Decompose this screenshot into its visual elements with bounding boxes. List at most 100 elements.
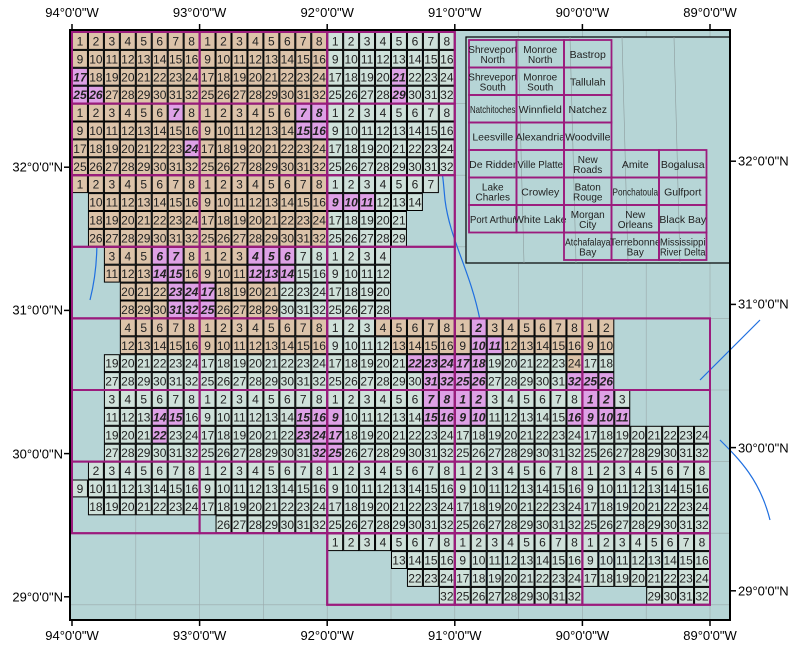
map-cell: 14 [279, 264, 296, 283]
map-cell: 17 [327, 497, 344, 516]
map-cell: 21 [135, 139, 152, 158]
map-cell-number: 6 [156, 249, 163, 263]
map-cell: 12 [247, 193, 264, 212]
map-cell-number: 3 [236, 106, 243, 120]
map-cell: 12 [630, 551, 647, 569]
map-cell: 1 [199, 318, 216, 337]
map-cell-box [279, 67, 296, 86]
map-cell-number: 32 [313, 303, 327, 317]
map-cell: 31 [295, 515, 312, 534]
map-cell: 13 [135, 407, 152, 426]
map-cell-number: 25 [201, 375, 215, 389]
map-cell-number: 30 [281, 88, 295, 102]
index-quad-name: Shreveport [468, 45, 517, 56]
map-cell: 20 [119, 497, 136, 516]
map-cell: 27 [231, 157, 248, 176]
map-cell-number: 31 [552, 375, 566, 389]
map-cell: 15 [167, 479, 184, 498]
map-cell: 29 [263, 157, 280, 176]
map-cell: 2 [470, 533, 487, 552]
map-cell-number: 14 [153, 410, 167, 424]
map-cell-box [343, 139, 360, 158]
map-cell-number: 20 [121, 357, 135, 371]
map-cell-number: 6 [284, 249, 291, 263]
map-cell-number: 11 [233, 267, 246, 281]
map-cell-box [135, 497, 152, 516]
map-cell: 14 [534, 336, 551, 355]
map-cell-number: 12 [249, 339, 263, 353]
map-cell-number: 12 [376, 339, 390, 353]
map-cell: 28 [119, 443, 136, 462]
map-cell-number: 2 [603, 321, 610, 335]
map-cell: 16 [566, 407, 583, 426]
longitude-label-top: 91°0'0"W [428, 5, 482, 20]
map-cell: 31 [295, 85, 312, 104]
map-cell: 14 [406, 407, 423, 426]
map-cell-box [295, 139, 312, 158]
map-cell-number: 32 [568, 518, 582, 532]
map-cell: 19 [231, 354, 248, 373]
map-cell: 17 [199, 497, 216, 516]
map-cell: 24 [566, 354, 583, 373]
map-cell: 6 [151, 32, 168, 50]
map-cell-box [518, 551, 535, 569]
map-cell-box [295, 479, 312, 498]
map-cell-box [359, 67, 376, 86]
map-cell-number: 1 [204, 464, 211, 478]
map-cell-number: 14 [153, 339, 167, 353]
map-cell: 29 [391, 157, 407, 176]
map-cell-box [375, 139, 391, 158]
map-cell: 8 [183, 390, 200, 408]
map-cell: 11 [359, 49, 376, 68]
map-cell-box [502, 569, 519, 587]
map-cell-number: 16 [440, 124, 454, 138]
map-cell: 8 [438, 103, 455, 122]
index-quad-name: Natchitoches [470, 104, 516, 116]
map-cell-number: 17 [328, 428, 343, 442]
map-cell-number: 18 [89, 213, 103, 227]
map-cell-number: 11 [233, 52, 246, 66]
map-cell: 18 [598, 354, 615, 373]
map-cell-number: 9 [587, 339, 594, 353]
map-cell-box [103, 497, 120, 516]
longitude-label-bottom: 91°0'0"W [428, 628, 482, 643]
map-cell-number: 5 [523, 536, 530, 550]
map-cell: 7 [167, 246, 184, 265]
map-cell-box [279, 282, 296, 301]
map-cell: 6 [406, 461, 423, 480]
map-cell: 2 [343, 461, 360, 480]
map-cell-number: 27 [105, 446, 119, 460]
map-cell-number: 29 [137, 88, 151, 102]
map-cell: 31 [422, 443, 439, 462]
map-cell: 7 [422, 461, 439, 480]
map-cell-box [518, 497, 535, 516]
map-cell-number: 21 [392, 213, 406, 227]
map-cell-number: 20 [376, 285, 390, 299]
map-cell-box [486, 354, 503, 373]
map-cell: 8 [694, 461, 710, 480]
map-cell-number: 4 [507, 321, 514, 335]
map-cell: 31 [295, 157, 312, 176]
map-cell-number: 2 [220, 178, 227, 192]
map-cell: 10 [87, 49, 104, 68]
map-cell-number: 29 [520, 589, 534, 603]
map-cell-number: 32 [440, 160, 454, 174]
map-cell: 10 [215, 336, 232, 355]
map-cell-box [295, 497, 312, 516]
map-cell: 28 [247, 300, 264, 319]
map-cell: 32 [566, 443, 583, 462]
map-cell-number: 2 [474, 321, 482, 335]
map-cell-number: 25 [328, 231, 342, 245]
map-cell: 10 [343, 264, 360, 283]
map-cell: 4 [119, 103, 136, 122]
map-cell-number: 28 [121, 231, 135, 245]
map-cell: 29 [391, 372, 407, 391]
map-cell: 18 [343, 67, 360, 86]
map-cell-box [135, 336, 152, 355]
map-cell-box [103, 407, 120, 426]
map-cell-number: 21 [265, 142, 279, 156]
map-cell-number: 24 [185, 357, 199, 371]
